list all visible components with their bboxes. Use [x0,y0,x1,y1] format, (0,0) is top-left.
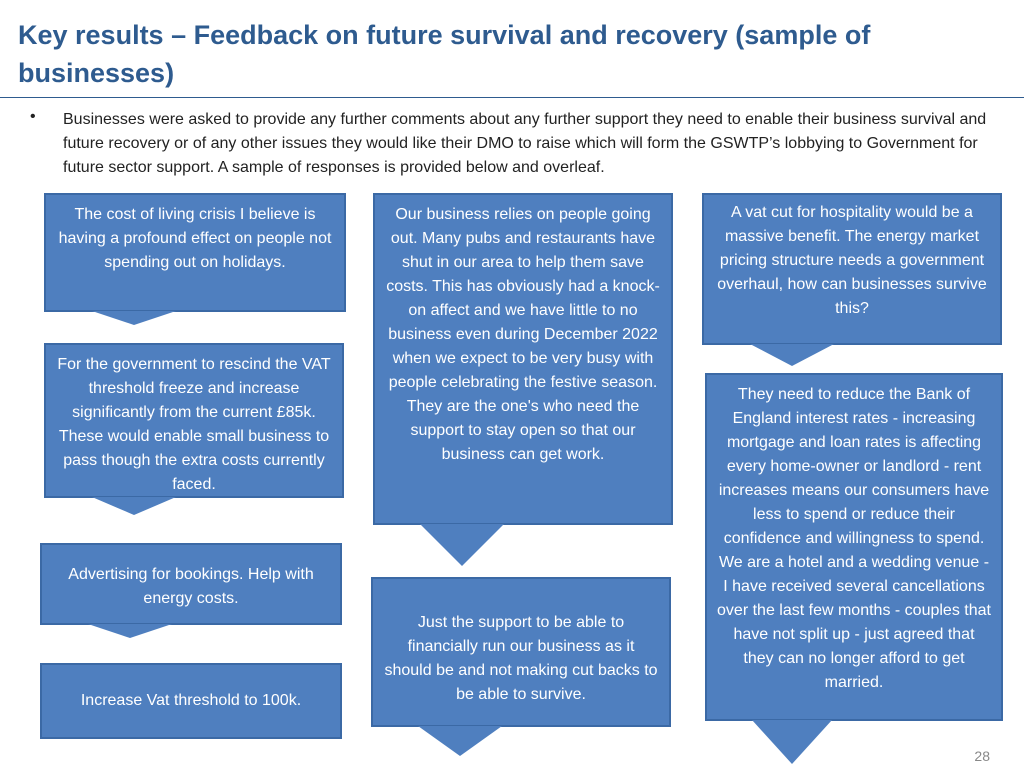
callout-tail [92,497,176,515]
page-number: 28 [974,748,990,764]
callout-financial-support: Just the support to be able to financial… [371,577,671,727]
callout-advertising: Advertising for bookings. Help with ener… [40,543,342,625]
callout-tail [88,624,172,638]
callout-pubs-restaurants: Our business relies on people going out.… [373,193,673,525]
callout-vat-cut-energy: A vat cut for hospitality would be a mas… [702,193,1002,345]
callout-interest-rates: They need to reduce the Bank of England … [705,373,1003,721]
bullet-icon: • [30,108,36,125]
title-divider [0,97,1024,98]
callout-cost-of-living: The cost of living crisis I believe is h… [44,193,346,312]
callout-tail [752,720,832,764]
callout-tail [420,524,504,566]
callout-tail [92,311,176,325]
callout-tail [418,726,502,756]
callout-tail [750,344,834,366]
intro-text: Businesses were asked to provide any fur… [63,111,987,176]
callout-vat-threshold: For the government to rescind the VAT th… [44,343,344,498]
callout-vat-100k: Increase Vat threshold to 100k. [40,663,342,739]
page-title: Key results – Feedback on future surviva… [18,20,871,88]
